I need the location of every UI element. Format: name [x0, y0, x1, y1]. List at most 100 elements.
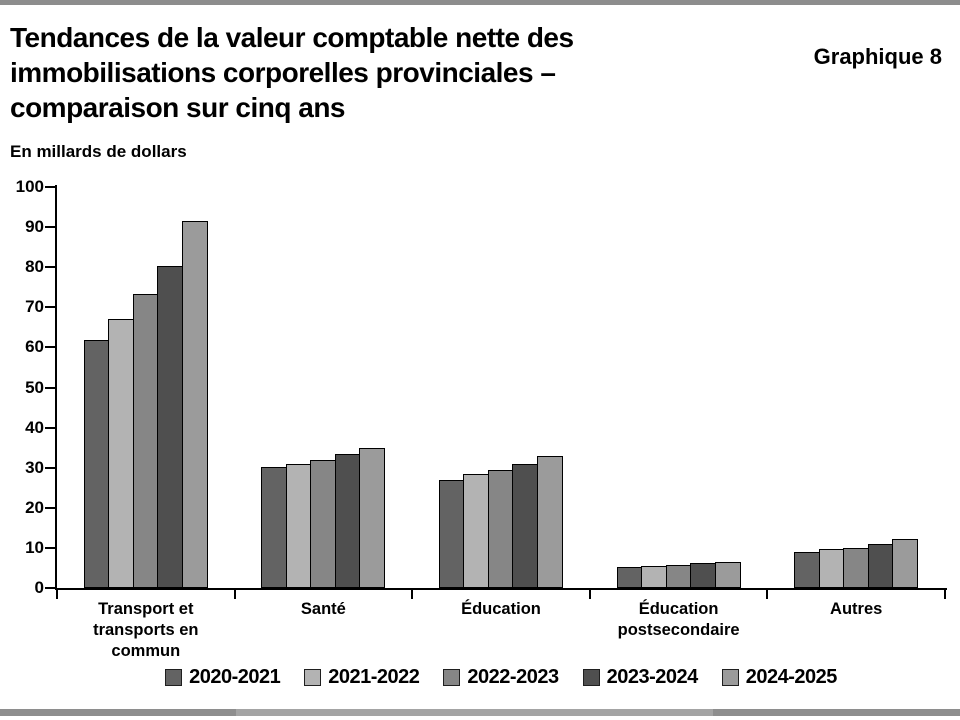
bar-2021-2022: [818, 549, 845, 588]
x-category-label-line: commun: [111, 642, 181, 660]
legend-label: 2024-2025: [745, 666, 838, 688]
x-category-label: Autres: [767, 599, 945, 620]
page-bottom-divider-bar: [236, 709, 713, 716]
y-axis-tick-label: 50: [25, 377, 44, 397]
bar-2024-2025: [536, 456, 563, 588]
bar-group: [590, 187, 768, 588]
y-axis-tick-label: 40: [25, 417, 44, 437]
bar-2022-2023: [843, 547, 870, 588]
y-axis-tick: [45, 546, 55, 549]
bar-2023-2024: [157, 266, 184, 588]
x-axis-line: [55, 588, 947, 590]
x-category-label: Santé: [235, 599, 413, 620]
y-axis-tick: [45, 266, 55, 269]
bar-2022-2023: [487, 469, 514, 588]
x-category-label-line: Autres: [830, 600, 883, 618]
legend-label: 2023-2024: [606, 666, 699, 688]
chart-title-line: Tendances de la valeur comptable nette d…: [10, 22, 574, 53]
x-category-label-line: Transport et: [98, 600, 194, 618]
chart-title: Tendances de la valeur comptable nette d…: [10, 20, 730, 125]
y-axis-line: [55, 185, 57, 590]
y-axis-tick-label: 20: [25, 497, 44, 517]
bar-group: [235, 187, 413, 588]
chart-unit-label: En millards de dollars: [10, 142, 187, 161]
legend-label: 2021-2022: [328, 666, 420, 688]
x-category-label: Éducation postsecondaire: [590, 599, 768, 641]
legend-label: 2022-2023: [467, 666, 559, 688]
legend-item: 2024-2025: [721, 666, 838, 689]
bar-2023-2024: [867, 544, 894, 588]
y-axis-tick: [45, 506, 55, 509]
legend-swatch-icon: [165, 669, 183, 686]
y-axis-tick: [45, 386, 55, 389]
bar-2024-2025: [359, 447, 386, 588]
bar-2024-2025: [892, 539, 919, 588]
bar-2020-2021: [438, 479, 465, 588]
y-axis-tick-label: 70: [25, 297, 44, 317]
y-axis-tick: [45, 587, 55, 589]
x-axis-tick: [944, 590, 946, 599]
bar-group: [412, 187, 590, 588]
x-category-label-line: Santé: [300, 600, 346, 618]
y-axis-tick-label: 0: [34, 578, 44, 597]
bar-2021-2022: [641, 565, 668, 588]
bar-2020-2021: [794, 551, 821, 588]
bar-2021-2022: [108, 319, 135, 588]
bar-2024-2025: [714, 561, 741, 588]
page-top-divider-bar: [0, 0, 960, 5]
legend-swatch-icon: [721, 669, 739, 686]
bar-2022-2023: [310, 460, 337, 588]
chart-title-line: immobilisations corporelles provinciales…: [10, 57, 556, 88]
y-axis-tick: [45, 346, 55, 349]
legend-swatch-icon: [443, 669, 461, 686]
y-axis-tick: [45, 226, 55, 229]
x-category-label-line: postsecondaire: [617, 621, 740, 639]
y-axis-tick: [45, 426, 55, 429]
legend-item: 2023-2024: [582, 666, 699, 689]
x-axis-tick: [56, 590, 58, 599]
x-axis-tick: [766, 590, 769, 599]
bar-2020-2021: [83, 340, 110, 588]
x-category-label-line: Éducation: [461, 600, 541, 618]
x-axis-tick: [233, 590, 236, 599]
bar-2023-2024: [334, 454, 361, 588]
x-axis-tick: [411, 590, 414, 599]
chart-title-line: comparaison sur cinq ans: [10, 92, 346, 123]
bar-2022-2023: [665, 565, 692, 588]
y-axis-tick-label: 10: [25, 537, 44, 557]
legend-swatch-icon: [582, 669, 600, 686]
legend-label: 2020-2021: [189, 666, 281, 688]
y-axis-tick-label: 80: [25, 257, 44, 277]
bar-2022-2023: [132, 294, 159, 588]
y-axis-tick: [45, 306, 55, 309]
x-category-label: Transport et transports en commun: [57, 599, 235, 662]
page-bottom-divider-bar: [0, 709, 236, 716]
y-axis-tick-label: 30: [25, 457, 44, 477]
bar-2020-2021: [261, 466, 288, 588]
bar-group: [767, 187, 945, 588]
bar-2024-2025: [181, 221, 208, 588]
bar-2021-2022: [285, 463, 312, 588]
x-category-label-line: transports en: [93, 621, 199, 639]
page-bottom-divider-bar: [713, 709, 960, 716]
y-axis-tick: [45, 186, 55, 188]
legend-swatch-icon: [304, 669, 322, 686]
bar-2023-2024: [690, 563, 717, 588]
bar-2020-2021: [616, 567, 643, 588]
bar-2021-2022: [463, 473, 490, 588]
x-category-label-line: Éducation: [638, 600, 719, 618]
x-axis-tick: [588, 590, 591, 599]
x-category-label: Éducation: [412, 599, 590, 620]
legend-item: 2022-2023: [443, 666, 559, 689]
legend-item: 2021-2022: [304, 666, 420, 689]
chart-legend: 2020-2021 2021-2022 2022-2023 2023-2024 2024…: [57, 666, 945, 689]
y-axis-tick-label: 60: [25, 337, 44, 357]
y-axis-tick-label: 90: [25, 217, 44, 237]
legend-item: 2020-2021: [165, 666, 281, 689]
bar-2023-2024: [512, 463, 539, 588]
bar-group: [57, 187, 235, 588]
y-axis-tick-label: 100: [15, 177, 44, 196]
y-axis-tick: [45, 466, 55, 469]
graph-number-label: Graphique 8: [813, 44, 942, 69]
